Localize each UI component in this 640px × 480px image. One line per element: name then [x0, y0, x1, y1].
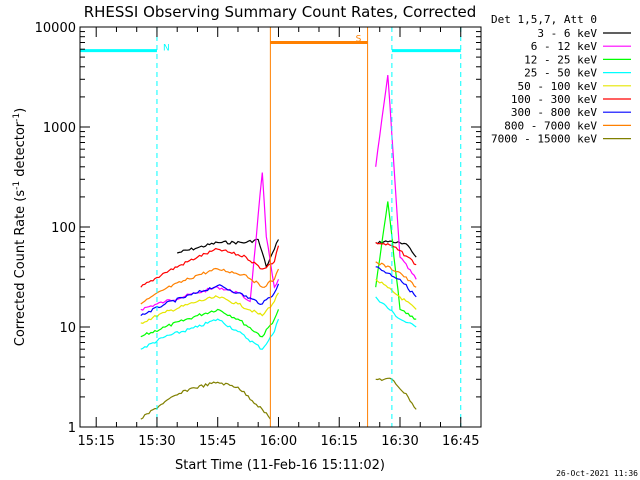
series-line — [375, 266, 417, 298]
series-line — [140, 381, 271, 420]
flag-label: S — [356, 34, 362, 44]
x-tick-label: 15:45 — [199, 434, 236, 449]
legend-label: 7000 - 15000 keV — [491, 133, 597, 146]
x-tick-label: 15:15 — [77, 434, 114, 449]
legend-label: 300 - 800 keV — [511, 106, 597, 119]
series-line — [140, 283, 280, 317]
series-line — [375, 278, 417, 310]
series-line — [140, 292, 280, 324]
series-layer — [140, 75, 417, 420]
series-line — [140, 172, 280, 311]
x-tick-label: 16:30 — [381, 434, 418, 449]
legend-label: 100 - 300 keV — [511, 93, 597, 106]
timestamp: 26-Oct-2021 11:36 — [556, 469, 638, 478]
y-tick-label: 10000 — [35, 21, 76, 36]
y-axis-label: Corrected Count Rate (s-1 detector-1) — [12, 108, 28, 346]
series-line — [375, 75, 417, 280]
legend-label: 50 - 100 keV — [518, 80, 598, 93]
series-line — [375, 296, 417, 328]
series-line — [140, 318, 280, 350]
legend-label: 6 - 12 keV — [531, 40, 598, 53]
series-line — [375, 261, 417, 288]
series-line — [140, 267, 280, 305]
series-line — [375, 377, 417, 410]
legend-label: 800 - 7000 keV — [504, 119, 597, 132]
flag-layer: NS — [80, 27, 462, 427]
series-line — [375, 241, 417, 266]
legend-label: 3 - 6 keV — [537, 27, 597, 40]
flag-label: N — [163, 44, 170, 54]
legend-label: 12 - 25 keV — [524, 53, 597, 66]
y-axis: 1 10 100 1000 10000 — [35, 21, 481, 436]
series-line — [177, 238, 280, 269]
x-tick-label: 16:15 — [320, 434, 357, 449]
legend-label: 25 - 50 keV — [524, 67, 597, 80]
y-tick-label: 1000 — [43, 121, 76, 136]
series-line — [140, 308, 280, 338]
series-line — [140, 245, 280, 288]
plot-frame — [79, 26, 482, 428]
legend-header: Det 1,5,7, Att 0 — [491, 13, 597, 26]
chart-title: RHESSI Observing Summary Count Rates, Co… — [84, 3, 477, 21]
x-tick-label: 15:30 — [138, 434, 175, 449]
x-tick-label: 16:45 — [442, 434, 479, 449]
x-axis: 15:15 15:30 15:45 16:00 16:15 16:30 16:45 — [77, 27, 482, 449]
y-tick-label: 100 — [51, 221, 76, 236]
y-tick-label: 10 — [59, 321, 76, 336]
y-tick-label: 1 — [68, 421, 76, 436]
x-tick-label: 16:00 — [260, 434, 297, 449]
series-line — [375, 201, 417, 320]
x-axis-label: Start Time (11-Feb-16 15:11:02) — [175, 458, 385, 473]
